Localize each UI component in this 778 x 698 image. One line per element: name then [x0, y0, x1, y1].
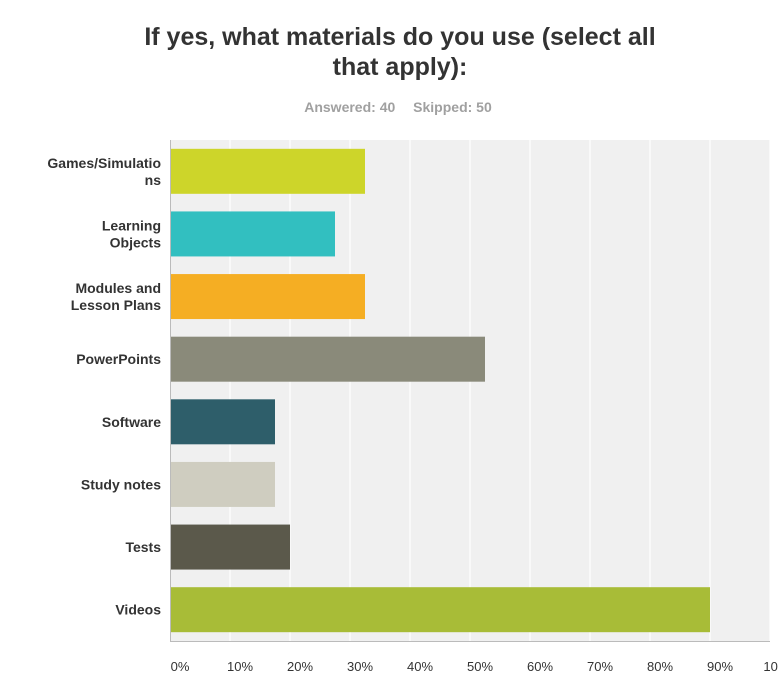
- category-label: Modules and: [75, 280, 161, 296]
- x-tick-label: 10%: [227, 659, 253, 674]
- category-label: Objects: [110, 234, 162, 250]
- x-tick-label: 70%: [587, 659, 613, 674]
- bar[interactable]: [170, 211, 335, 257]
- category-label: Videos: [115, 602, 161, 618]
- x-tick-label: 20%: [287, 659, 313, 674]
- category-label: Tests: [125, 539, 161, 555]
- chart-title: If yes, what materials do you use (selec…: [120, 22, 680, 82]
- chart-title-line-2: that apply):: [332, 53, 468, 81]
- skipped-count: Skipped: 50: [413, 99, 492, 115]
- x-tick-label: 100%: [763, 659, 778, 674]
- x-tick-label: 60%: [527, 659, 553, 674]
- bar[interactable]: [170, 274, 365, 320]
- category-label: PowerPoints: [76, 351, 161, 367]
- chart-title-line-1: If yes, what materials do you use (selec…: [144, 23, 656, 51]
- bar[interactable]: [170, 399, 275, 445]
- bar[interactable]: [170, 587, 710, 633]
- category-label: Study notes: [81, 476, 161, 492]
- x-tick-label: 0%: [171, 659, 190, 674]
- x-tick-label: 30%: [347, 659, 373, 674]
- response-stats: Answered: 40 Skipped: 50: [0, 99, 778, 115]
- bar[interactable]: [170, 524, 290, 570]
- bars: [170, 148, 710, 633]
- category-label: ns: [145, 172, 162, 188]
- bar[interactable]: [170, 148, 365, 194]
- category-label: Software: [102, 414, 161, 430]
- x-tick-labels: 0% 10% 20% 30% 40% 50% 60% 70% 80% 90% 100%: [171, 659, 778, 674]
- bar[interactable]: [170, 336, 485, 382]
- x-tick-label: 90%: [707, 659, 733, 674]
- category-label: Learning: [102, 217, 161, 233]
- bar[interactable]: [170, 461, 275, 507]
- x-tick-label: 80%: [647, 659, 673, 674]
- answered-count: Answered: 40: [304, 99, 396, 115]
- category-label: Games/Simulatio: [47, 155, 161, 171]
- category-label: Lesson Plans: [71, 297, 161, 313]
- x-tick-label: 50%: [467, 659, 493, 674]
- x-tick-label: 40%: [407, 659, 433, 674]
